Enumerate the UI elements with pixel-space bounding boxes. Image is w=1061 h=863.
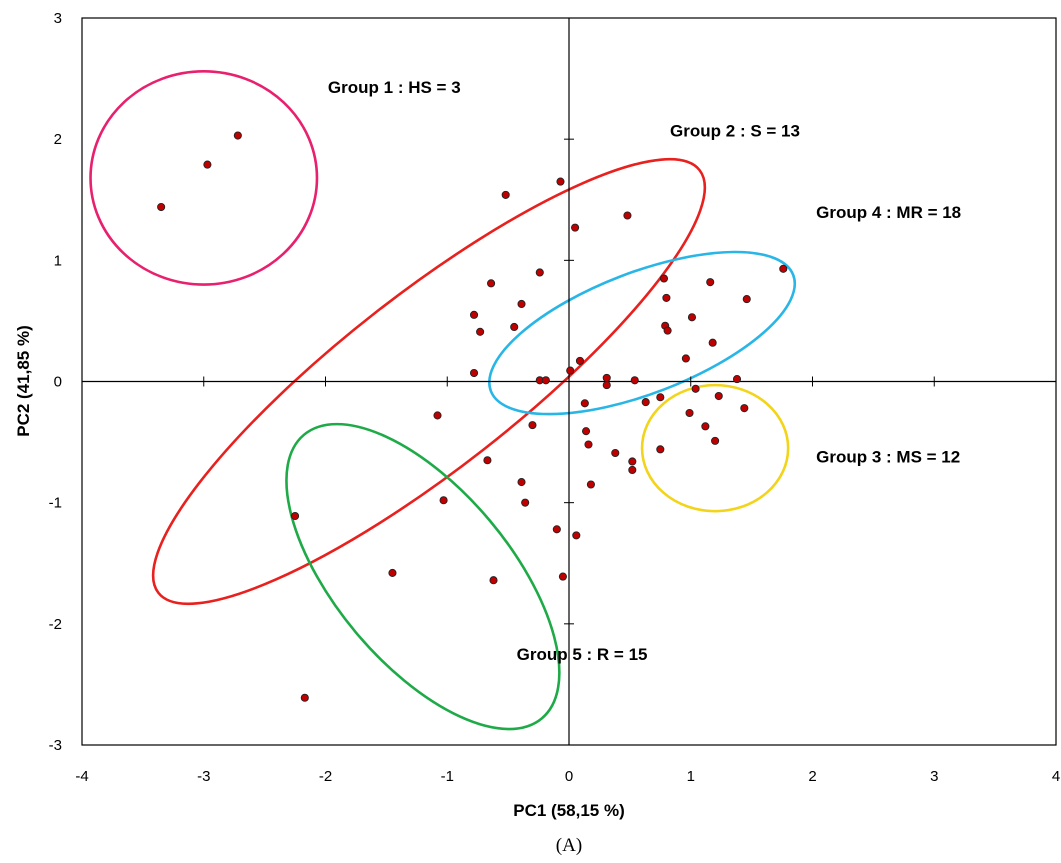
y-tick-label: 3 (54, 10, 62, 27)
data-point (572, 531, 581, 540)
data-point (630, 376, 639, 385)
data-point (575, 356, 585, 365)
y-tick-label: -2 (49, 616, 62, 633)
group-ellipse-1 (89, 70, 319, 286)
y-tick-label: -3 (49, 737, 62, 754)
data-point (233, 131, 242, 140)
data-point (714, 391, 723, 401)
x-tick-label: 4 (1052, 768, 1060, 785)
data-point (487, 279, 496, 288)
y-tick-label: 2 (54, 131, 62, 148)
data-point (580, 399, 589, 408)
data-point (521, 498, 530, 507)
data-point (558, 572, 567, 581)
x-axis-ticks: -4 -3 -2 -1 0 1 2 3 4 (75, 376, 1060, 785)
data-point (517, 478, 526, 487)
data-point (535, 268, 544, 277)
data-point (300, 693, 309, 702)
data-point (659, 274, 669, 283)
group-ellipses (89, 70, 797, 731)
data-point (157, 202, 166, 212)
data-point (291, 511, 300, 521)
group-ellipse-3 (640, 383, 790, 513)
group-ellipse-2 (151, 157, 707, 606)
data-point (203, 160, 212, 169)
group-label-1: Group 1 : HS = 3 (328, 78, 461, 97)
x-tick-label: 2 (808, 768, 816, 785)
x-tick-label: -2 (319, 768, 332, 785)
x-tick-label: 1 (687, 768, 695, 785)
data-point (628, 457, 637, 466)
data-point (732, 375, 742, 384)
group-ellipse-5 (285, 422, 561, 731)
data-point (711, 436, 720, 445)
data-point (628, 465, 637, 475)
data-point (623, 211, 632, 220)
data-point (656, 393, 665, 402)
group-label-3: Group 3 : MS = 12 (816, 448, 960, 467)
data-point (581, 427, 591, 436)
y-axis-title: PC2 (41,85 %) (14, 325, 33, 437)
y-tick-label: 1 (54, 252, 62, 269)
data-point (685, 408, 694, 418)
data-point (469, 368, 479, 378)
data-point (701, 422, 710, 431)
y-tick-label: 0 (54, 374, 62, 391)
data-point (687, 313, 697, 322)
x-tick-label: -1 (441, 768, 454, 785)
data-point (611, 448, 620, 458)
data-point (556, 177, 565, 186)
data-point (439, 496, 448, 505)
data-point (742, 295, 751, 304)
data-point (469, 310, 479, 319)
data-point (681, 354, 690, 363)
x-tick-label: 3 (930, 768, 938, 785)
data-point (517, 299, 526, 309)
data-point (740, 404, 749, 413)
data-points (157, 131, 788, 702)
data-point (501, 190, 510, 199)
data-point (541, 376, 550, 385)
group-label-5: Group 5 : R = 15 (517, 645, 648, 664)
group-label-2: Group 2 : S = 13 (670, 122, 800, 141)
y-axis-ticks: -3 -2 -1 0 1 2 3 (49, 10, 574, 754)
data-point (691, 384, 700, 393)
x-tick-label: 0 (565, 768, 573, 785)
data-point (706, 278, 715, 287)
x-tick-label: -3 (197, 768, 210, 785)
data-point (476, 327, 485, 336)
x-axis-title: PC1 (58,15 %) (513, 801, 625, 820)
data-point (779, 264, 788, 273)
data-point (510, 322, 519, 332)
data-point (433, 411, 442, 420)
y-tick-label: -1 (49, 495, 62, 512)
data-point (602, 373, 611, 382)
data-point (663, 326, 672, 335)
data-point (586, 480, 595, 489)
data-point (662, 293, 671, 302)
data-point (552, 525, 561, 534)
data-point (641, 398, 650, 407)
data-point (483, 456, 492, 465)
data-point (584, 440, 593, 449)
data-point (602, 381, 611, 390)
group-label-4: Group 4 : MR = 18 (816, 203, 961, 222)
group-ellipse-4 (488, 250, 797, 416)
group-labels: Group 1 : HS = 3 Group 2 : S = 13 Group 3 … (328, 78, 961, 664)
data-point (708, 338, 717, 347)
data-point (388, 568, 397, 577)
data-point (528, 421, 537, 430)
x-tick-label: -4 (75, 768, 88, 785)
data-point (489, 576, 498, 585)
data-point (656, 445, 665, 454)
figure-caption: (A) (556, 835, 582, 856)
data-point (566, 366, 575, 375)
data-point (571, 223, 580, 232)
